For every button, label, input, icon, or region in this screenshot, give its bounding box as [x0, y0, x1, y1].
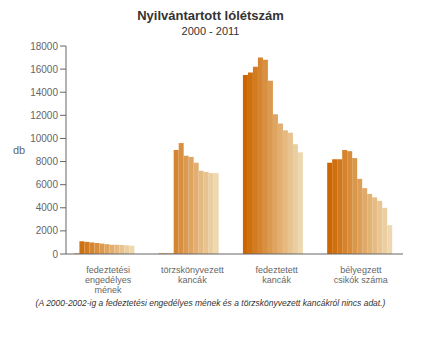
html-text:(A 2000-2002-ig a fedeztetési: (A 2000-2002-ig a fedeztetési engedélyes… — [35, 298, 386, 308]
html-text:Nyilvántartott lólétszám: Nyilvántartott lólétszám — [137, 8, 284, 23]
html-text:2000 - 2011: 2000 - 2011 — [181, 25, 240, 37]
svg-text:14000: 14000 — [30, 87, 58, 98]
svg-text:8000: 8000 — [36, 156, 59, 167]
svg-text:6000: 6000 — [36, 179, 59, 190]
svg-text:db: db — [13, 144, 25, 156]
svg-text:2000: 2000 — [36, 225, 59, 236]
svg-text:16000: 16000 — [30, 64, 58, 75]
svg-text:bélyegzettcsikók száma: bélyegzettcsikók száma — [334, 265, 388, 285]
svg-text:10000: 10000 — [30, 133, 58, 144]
svg-text:12000: 12000 — [30, 110, 58, 121]
svg-text:fedeztetésiengedélyesmének: fedeztetésiengedélyesmének — [85, 265, 132, 295]
svg-text:törzskönyvezettkancák: törzskönyvezettkancák — [161, 265, 224, 285]
svg-text:0: 0 — [52, 249, 58, 260]
svg-text:18000: 18000 — [30, 41, 58, 52]
svg-text:fedeztetettkancák: fedeztetettkancák — [256, 265, 299, 285]
svg-text:4000: 4000 — [36, 202, 59, 213]
